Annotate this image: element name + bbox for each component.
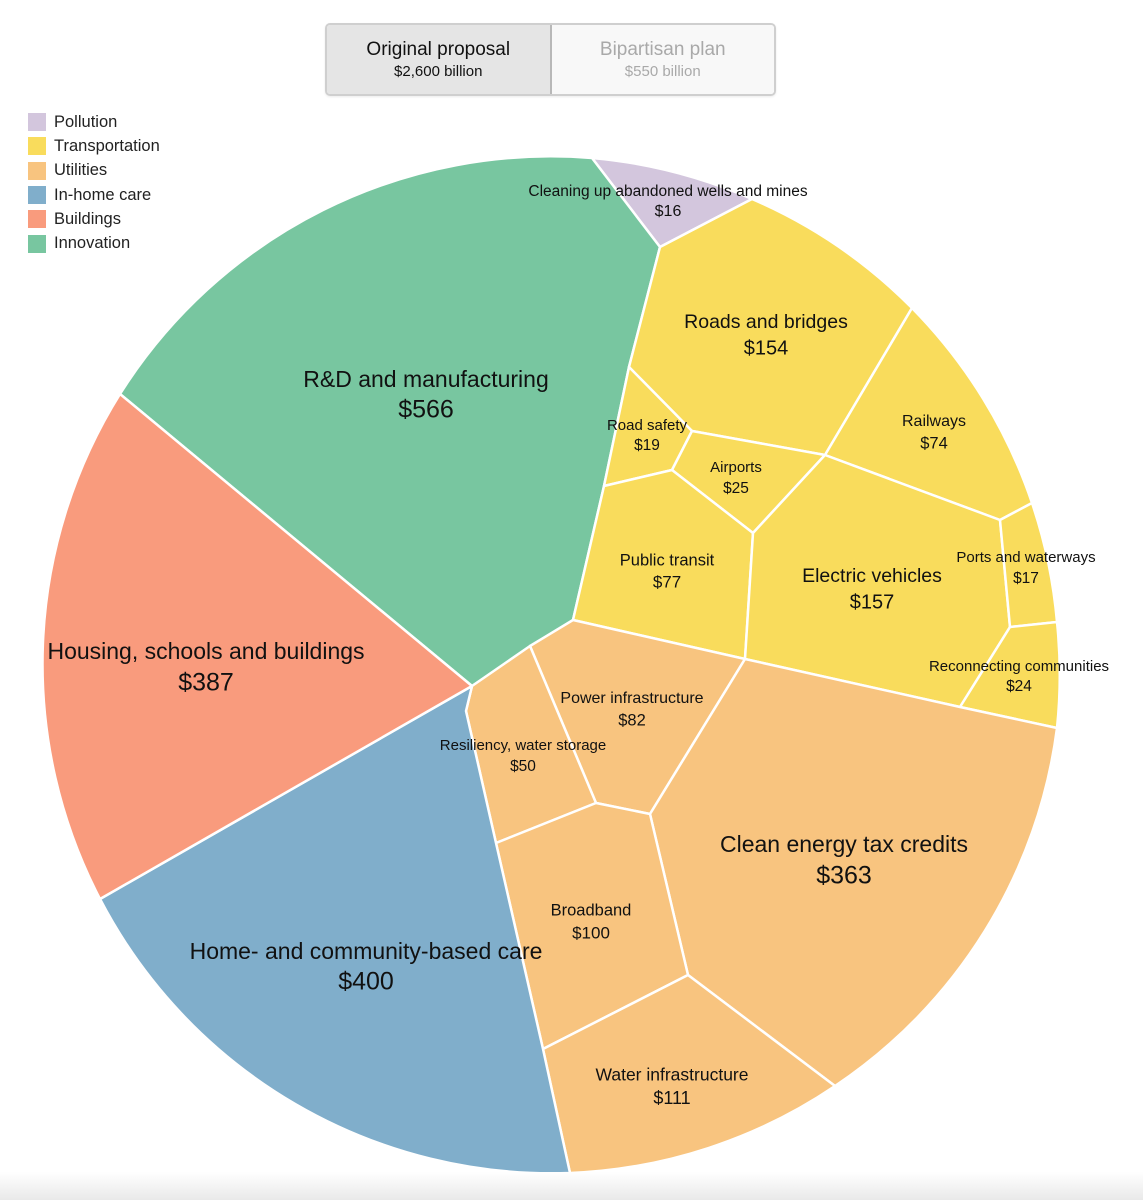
cell-label-clean-energy-tax-credits: Clean energy tax credits	[720, 831, 968, 857]
cell-r-d-and-manufacturing[interactable]	[118, 155, 662, 688]
bipartisan-plan-label: Bipartisan plan	[599, 38, 726, 60]
legend: Pollution Transportation Utilities In-ho…	[28, 110, 160, 256]
plan-toggle: Original proposal $2,600 billion Biparti…	[325, 23, 776, 96]
cell-label-housing-schools-and-buildings: Housing, schools and buildings	[47, 638, 364, 664]
legend-swatch	[28, 210, 46, 229]
cell-clean-energy-tax-credits[interactable]	[648, 657, 1059, 1088]
legend-label: Transportation	[54, 136, 160, 155]
cell-reconnecting-communities[interactable]	[958, 620, 1062, 730]
original-proposal-label: Original proposal	[366, 38, 511, 60]
original-proposal-amount: $2,600 billion	[394, 62, 483, 80]
cell-value-r-d-and-manufacturing: $566	[398, 396, 454, 424]
cell-value-electric-vehicles: $157	[850, 591, 895, 613]
cell-value-ports-and-waterways: $17	[1013, 570, 1039, 587]
cell-value-road-safety: $19	[634, 437, 660, 454]
cell-value-airports: $25	[723, 480, 749, 497]
cell-label-water-infrastructure: Water infrastructure	[595, 1065, 748, 1085]
cell-value-water-infrastructure: $111	[653, 1088, 690, 1108]
cell-value-roads-and-bridges: $154	[744, 337, 789, 359]
cell-labels: Cleaning up abandoned wells and mines $16…	[47, 183, 1109, 1108]
cell-label-resiliency-water-storage: Resiliency, water storage	[440, 737, 606, 754]
legend-swatch	[28, 137, 46, 156]
legend-label: Innovation	[54, 234, 131, 253]
cell-label-home-and-community-based-care: Home- and community-based care	[190, 938, 543, 964]
cell-label-r-d-and-manufacturing: R&D and manufacturing	[303, 366, 548, 392]
legend-item-buildings: Buildings	[28, 207, 160, 231]
legend-swatch	[28, 161, 46, 180]
original-proposal-button[interactable]: Original proposal $2,600 billion	[327, 25, 552, 94]
cell-label-roads-and-bridges: Roads and bridges	[684, 311, 848, 333]
legend-swatch	[28, 186, 46, 205]
cell-label-public-transit: Public transit	[620, 551, 715, 569]
cell-label-airports: Airports	[710, 459, 762, 476]
legend-item-utilities: Utilities	[28, 159, 160, 183]
bipartisan-plan-button[interactable]: Bipartisan plan $550 billion	[551, 25, 774, 94]
legend-label: In-home care	[54, 185, 152, 204]
cell-label-cleaning-up-abandoned-wells-and-mines: Cleaning up abandoned wells and mines	[528, 183, 807, 200]
legend-item-in-home-care: In-home care	[28, 183, 160, 207]
bottom-shadow	[0, 1172, 1143, 1200]
cell-label-electric-vehicles: Electric vehicles	[802, 565, 942, 587]
legend-item-innovation: Innovation	[28, 231, 160, 255]
legend-item-transportation: Transportation	[28, 134, 160, 158]
cell-value-public-transit: $77	[653, 572, 681, 591]
legend-swatch	[28, 113, 46, 132]
cell-value-clean-energy-tax-credits: $363	[816, 862, 872, 890]
cell-value-cleaning-up-abandoned-wells-and-mines: $16	[655, 203, 682, 220]
cell-label-ports-and-waterways: Ports and waterways	[956, 549, 1095, 566]
cell-value-housing-schools-and-buildings: $387	[178, 669, 234, 697]
legend-label: Utilities	[54, 161, 108, 180]
cell-water-infrastructure[interactable]	[541, 973, 837, 1175]
cell-label-road-safety: Road safety	[607, 417, 688, 434]
cell-label-broadband: Broadband	[551, 901, 632, 919]
cell-value-power-infrastructure: $82	[618, 711, 646, 729]
bipartisan-plan-amount: $550 billion	[624, 62, 701, 80]
legend-swatch	[28, 234, 46, 253]
cell-label-railways: Railways	[902, 413, 966, 430]
cell-label-power-infrastructure: Power infrastructure	[560, 690, 703, 707]
cell-housing-schools-and-buildings[interactable]	[41, 392, 474, 901]
legend-label: Pollution	[54, 112, 118, 131]
legend-label: Buildings	[54, 209, 121, 228]
cell-value-reconnecting-communities: $24	[1006, 678, 1032, 695]
cell-value-resiliency-water-storage: $50	[510, 758, 536, 775]
cell-label-reconnecting-communities: Reconnecting communities	[929, 658, 1109, 675]
cell-value-broadband: $100	[572, 923, 610, 942]
cell-value-railways: $74	[920, 434, 948, 452]
cell-value-home-and-community-based-care: $400	[338, 968, 394, 996]
legend-item-pollution: Pollution	[28, 110, 160, 134]
